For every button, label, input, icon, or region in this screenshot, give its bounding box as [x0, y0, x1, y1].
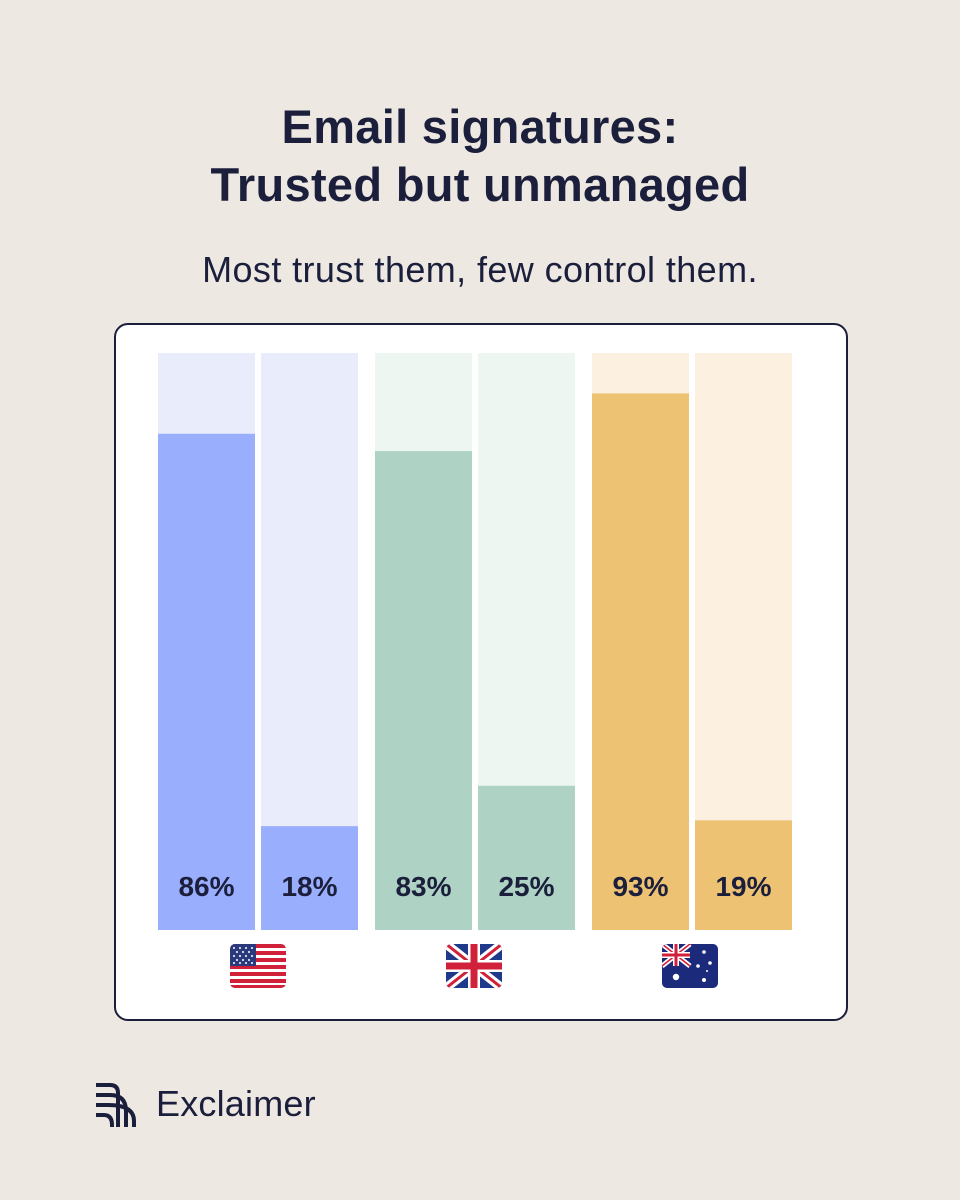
brand-name: Exclaimer	[156, 1083, 316, 1124]
exclaimer-logo-icon	[96, 1083, 136, 1127]
page-subtitle: Most trust them, few control them.	[202, 249, 758, 290]
bar-2-1	[695, 820, 792, 930]
bar-chart: 86% 18% 83% 25% 93% 19%	[158, 353, 792, 930]
bar-0-0	[158, 433, 255, 930]
australia-flag-icon	[662, 944, 718, 988]
bar-value-label: 18%	[281, 871, 337, 902]
page-title: Email signatures: Trusted but unmanaged	[0, 98, 960, 214]
us-flag-icon	[230, 944, 286, 988]
title-line-2: Trusted but unmanaged	[210, 158, 750, 211]
bar-value-label: 19%	[715, 871, 771, 902]
bar-1-1	[478, 785, 575, 930]
bar-value-label: 83%	[395, 871, 451, 902]
uk-flag-icon	[446, 944, 502, 988]
title-line-1: Email signatures:	[281, 100, 679, 153]
bar-1-0	[375, 451, 472, 930]
bar-2-0	[592, 393, 689, 930]
bar-0-1	[261, 826, 358, 930]
bar-value-label: 25%	[498, 871, 554, 902]
bar-value-label: 86%	[178, 871, 234, 902]
bar-value-label: 93%	[612, 871, 668, 902]
chart-card: 86% 18% 83% 25% 93% 19%	[114, 323, 848, 1021]
brand-logo: Exclaimer	[96, 1081, 316, 1127]
